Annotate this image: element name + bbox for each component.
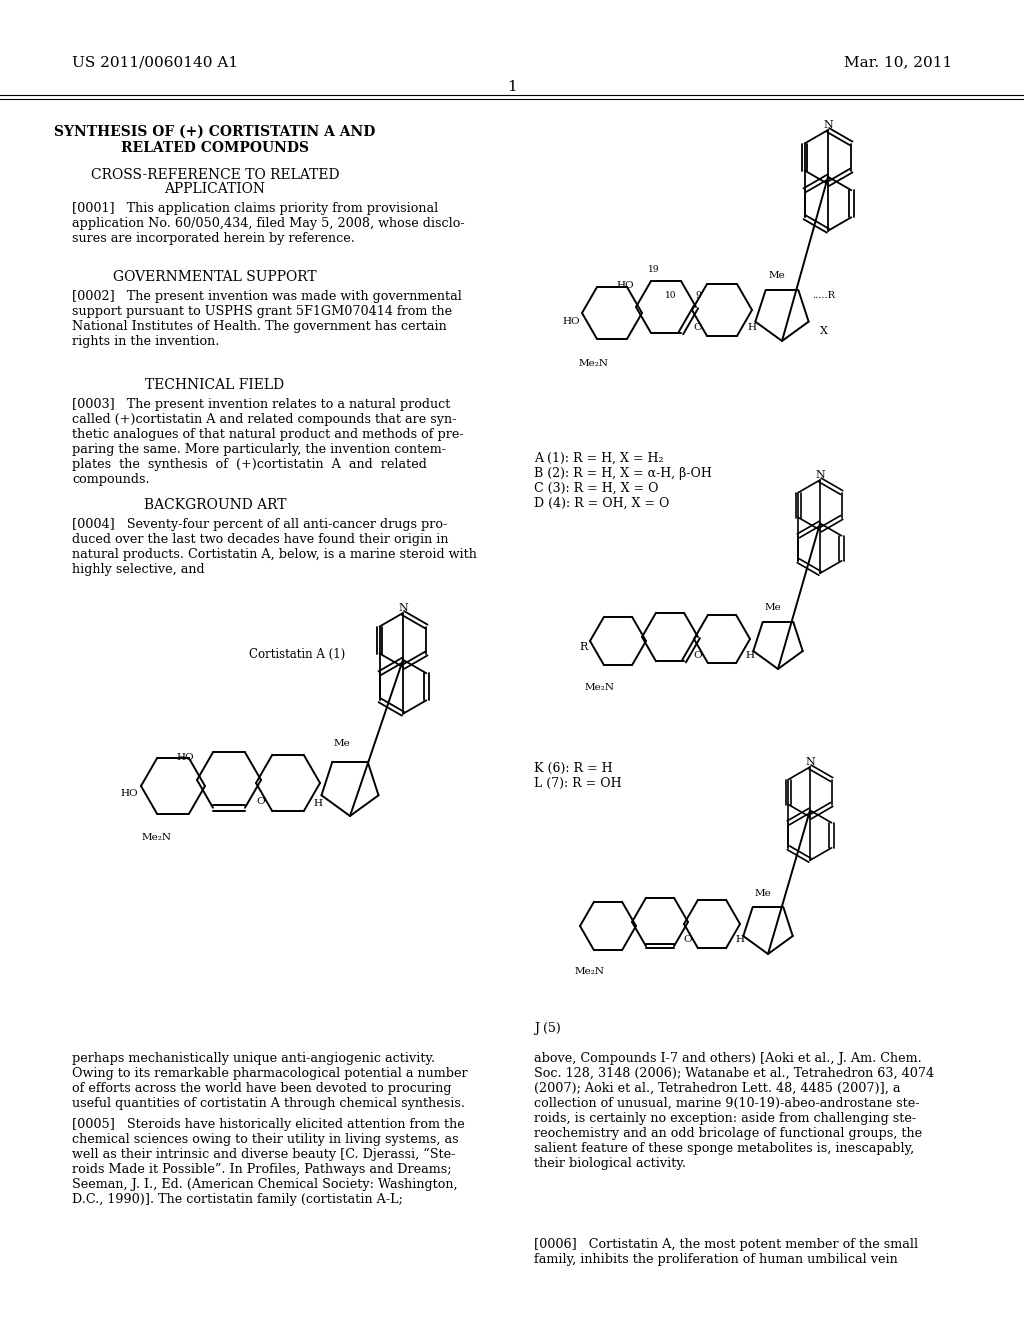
Text: R: R: [580, 642, 588, 652]
Text: [0006]   Cortistatin A, the most potent member of the small
family, inhibits the: [0006] Cortistatin A, the most potent me…: [534, 1238, 919, 1266]
Text: 1: 1: [507, 81, 517, 94]
Text: [0002]   The present invention was made with governmental
support pursuant to US: [0002] The present invention was made wi…: [72, 290, 462, 348]
Text: CROSS-REFERENCE TO RELATED: CROSS-REFERENCE TO RELATED: [91, 168, 339, 182]
Text: H: H: [313, 799, 323, 808]
Text: X: X: [820, 326, 828, 337]
Text: Me: Me: [765, 603, 781, 612]
Text: 19: 19: [648, 264, 659, 273]
Text: Me₂N: Me₂N: [579, 359, 609, 367]
Text: RELATED COMPOUNDS: RELATED COMPOUNDS: [121, 141, 309, 154]
Text: [0004]   Seventy-four percent of all anti-cancer drugs pro-
duced over the last : [0004] Seventy-four percent of all anti-…: [72, 517, 477, 576]
Text: [0003]   The present invention relates to a natural product
called (+)cortistati: [0003] The present invention relates to …: [72, 399, 464, 486]
Text: Me₂N: Me₂N: [575, 968, 605, 977]
Text: SYNTHESIS OF (+) CORTISTATIN A AND: SYNTHESIS OF (+) CORTISTATIN A AND: [54, 125, 376, 139]
Text: O: O: [257, 797, 265, 807]
Text: Me: Me: [755, 888, 771, 898]
Text: Me₂N: Me₂N: [142, 833, 172, 842]
Text: 9: 9: [695, 290, 700, 300]
Text: O: O: [693, 651, 702, 660]
Text: APPLICATION: APPLICATION: [165, 182, 265, 195]
Text: [0001]   This application claims priority from provisional
application No. 60/05: [0001] This application claims priority …: [72, 202, 465, 246]
Text: A (1): R = H, X = H₂
B (2): R = H, X = α-H, β-OH
C (3): R = H, X = O
D (4): R = : A (1): R = H, X = H₂ B (2): R = H, X = α…: [534, 451, 712, 510]
Text: N: N: [398, 603, 408, 612]
Text: [0005]   Steroids have historically elicited attention from the
chemical science: [0005] Steroids have historically elicit…: [72, 1118, 465, 1206]
Text: Me: Me: [769, 271, 785, 280]
Text: HO: HO: [616, 281, 634, 289]
Text: 10: 10: [666, 290, 677, 300]
Text: HO: HO: [562, 317, 580, 326]
Text: HO: HO: [176, 754, 194, 763]
Text: above, Compounds I-7 and others) [Aoki et al., J. Am. Chem.
Soc. 128, 3148 (2006: above, Compounds I-7 and others) [Aoki e…: [534, 1052, 934, 1170]
Text: US 2011/0060140 A1: US 2011/0060140 A1: [72, 55, 239, 69]
Text: TECHNICAL FIELD: TECHNICAL FIELD: [145, 378, 285, 392]
Text: K (6): R = H
L (7): R = OH: K (6): R = H L (7): R = OH: [534, 762, 622, 789]
Text: N: N: [815, 470, 825, 480]
Text: BACKGROUND ART: BACKGROUND ART: [143, 498, 287, 512]
Text: O: O: [693, 322, 702, 331]
Text: HO: HO: [121, 789, 138, 799]
Text: Me₂N: Me₂N: [585, 682, 615, 692]
Text: Cortistatin A (1): Cortistatin A (1): [249, 648, 345, 661]
Text: perhaps mechanistically unique anti-angiogenic activity.
Owing to its remarkable: perhaps mechanistically unique anti-angi…: [72, 1052, 468, 1110]
Text: J (5): J (5): [534, 1022, 561, 1035]
Text: N: N: [823, 120, 833, 129]
Text: H: H: [735, 936, 744, 945]
Text: H: H: [745, 651, 755, 660]
Text: Mar. 10, 2011: Mar. 10, 2011: [844, 55, 952, 69]
Text: N: N: [805, 756, 815, 767]
Text: .....R: .....R: [812, 290, 835, 300]
Text: Me: Me: [334, 739, 350, 748]
Text: H: H: [748, 323, 757, 333]
Text: GOVERNMENTAL SUPPORT: GOVERNMENTAL SUPPORT: [114, 271, 316, 284]
Text: O: O: [684, 936, 692, 945]
